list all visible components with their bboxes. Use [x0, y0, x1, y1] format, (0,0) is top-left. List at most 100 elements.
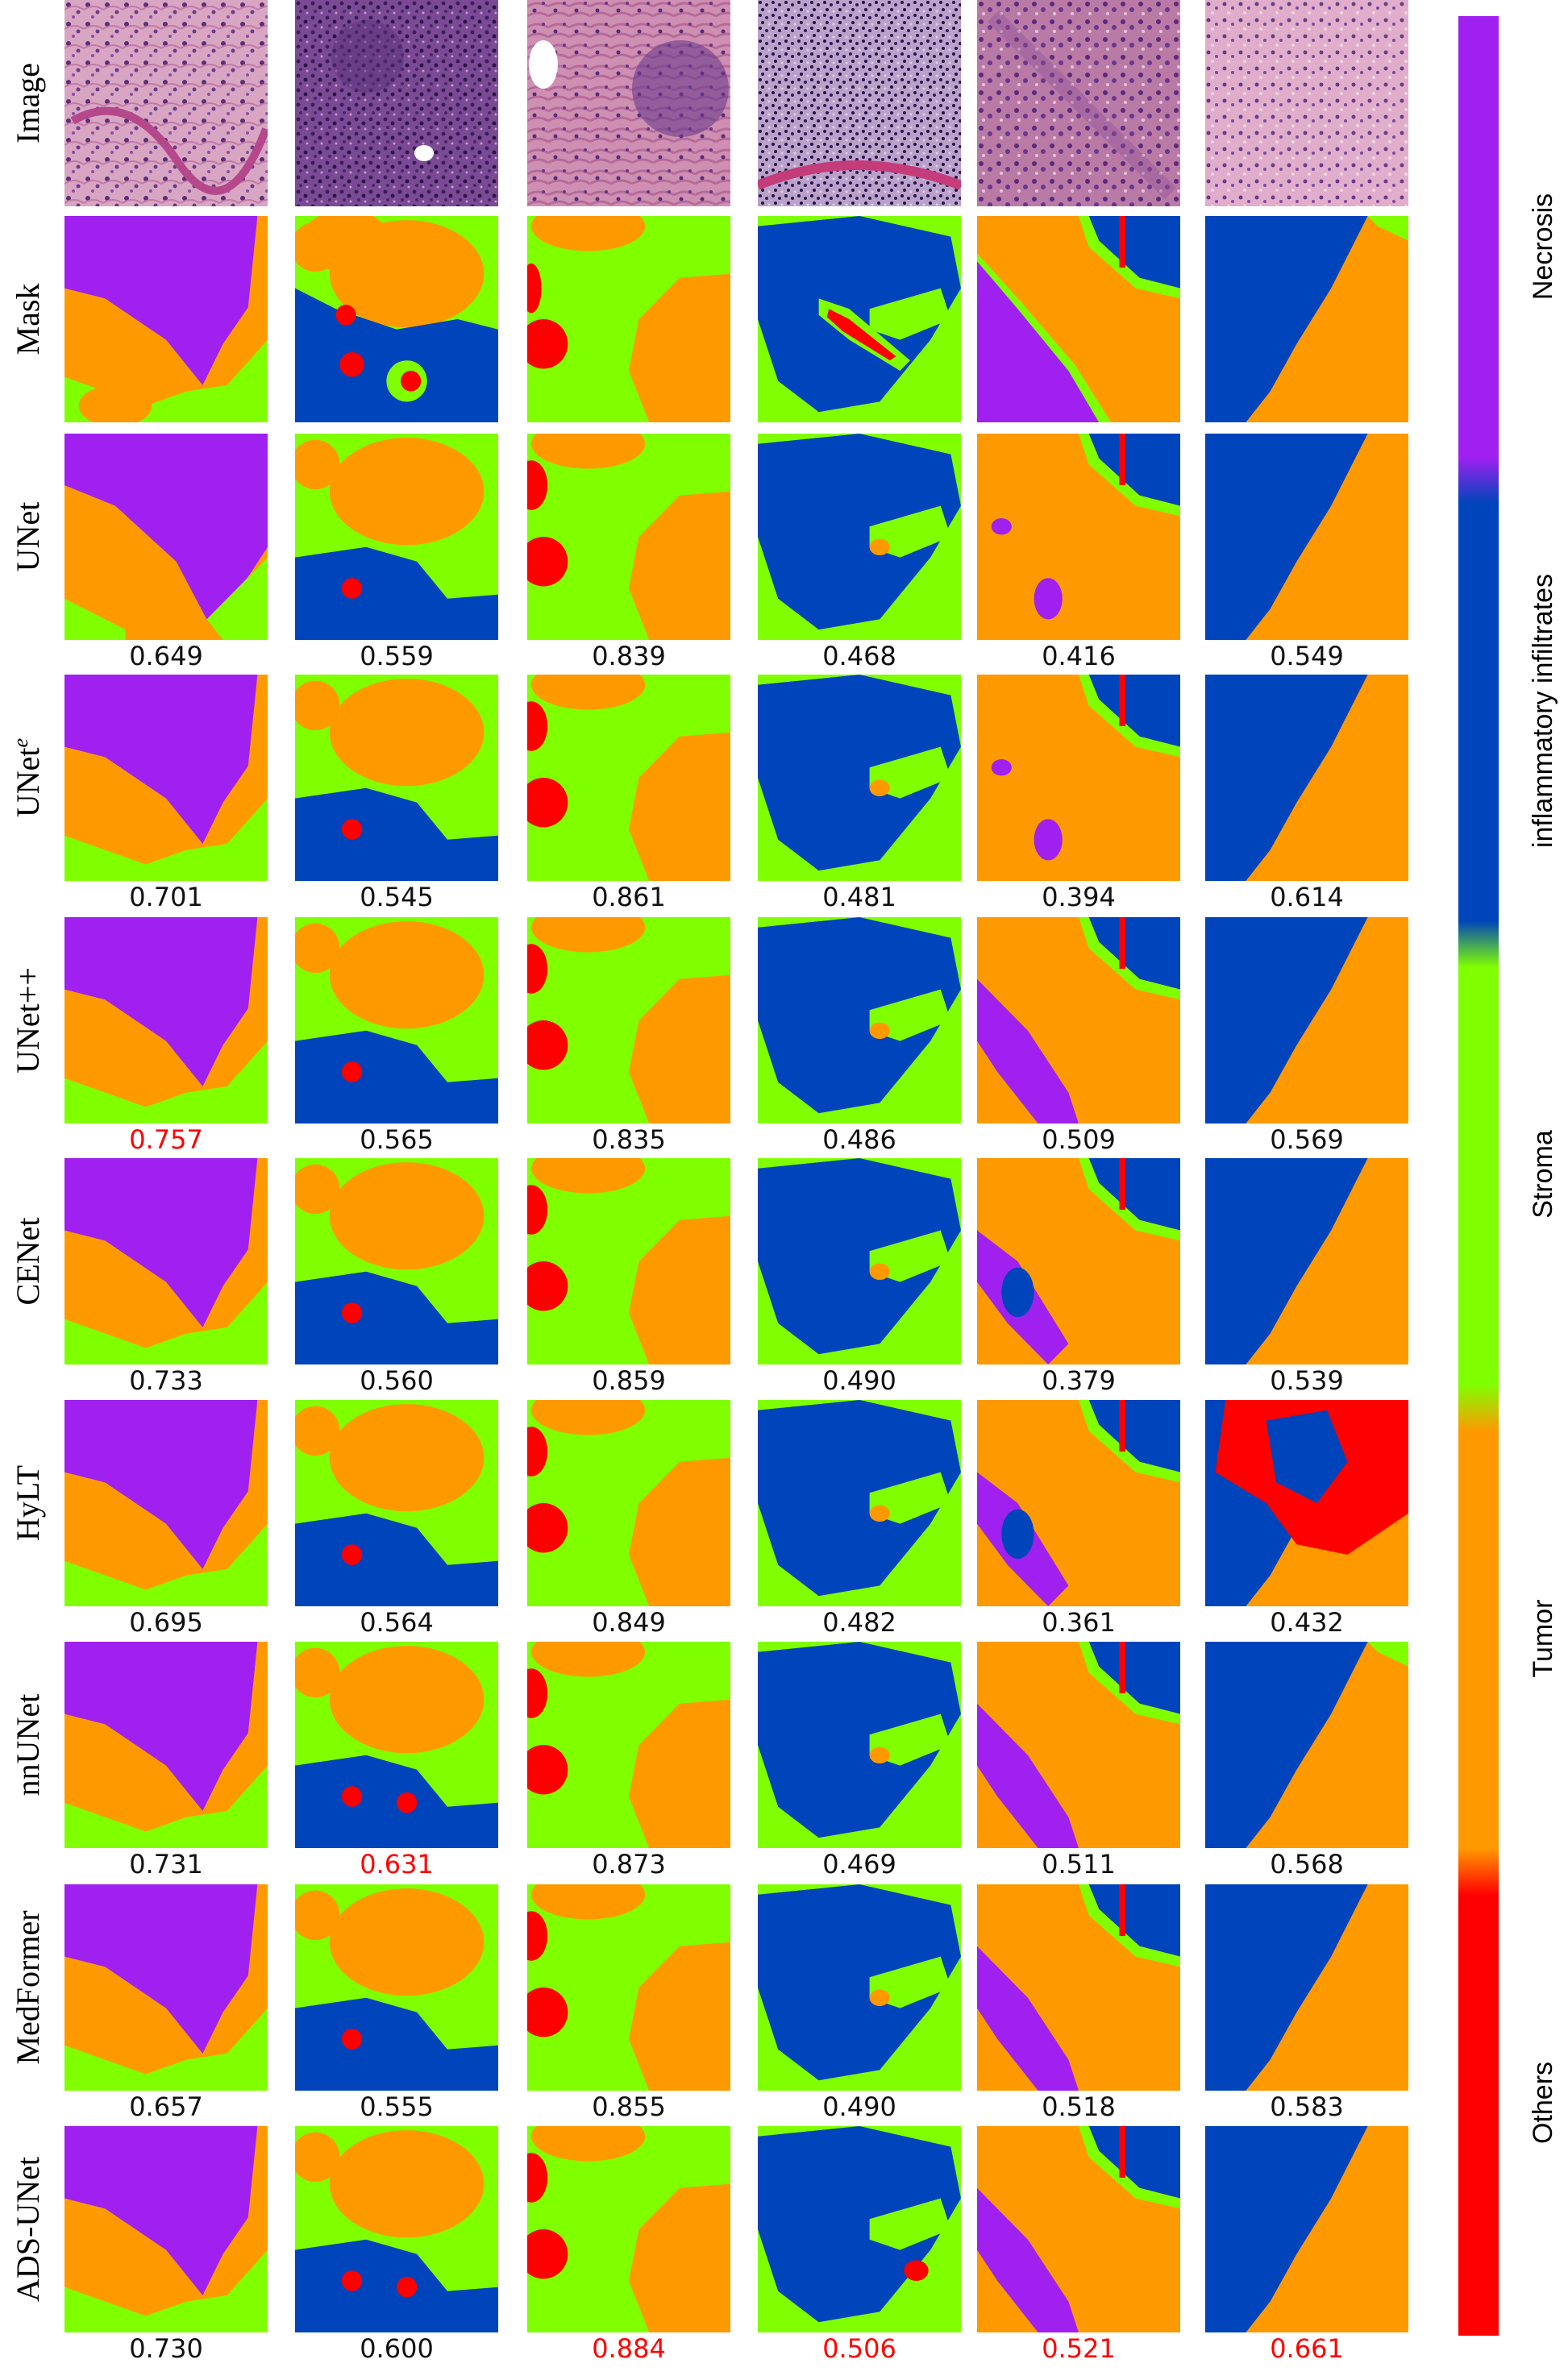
legend-label-others: Others	[1528, 2062, 1558, 2144]
row-label-text: HyLT	[10, 1465, 46, 1541]
prediction-panel	[64, 1400, 268, 1606]
row-label: CENet	[10, 1218, 46, 1306]
legend-label-stroma: Stroma	[1528, 1130, 1558, 1219]
prediction-panel	[64, 1642, 268, 1848]
prediction-panel	[1205, 1642, 1408, 1848]
row-label-text: Mask	[10, 284, 46, 355]
histology-image-panel	[64, 0, 268, 206]
row-9: ADS-UNet 0.730 0.600 0.884 0.506 0.521 0.661	[10, 2126, 1408, 2364]
legend-label-inflammatory: inflammatory infiltrates	[1528, 574, 1558, 848]
row-3: UNete 0.701 0.545 0.861 0.481 0.394 0.614	[9, 675, 1408, 912]
row-label-text: ADS-UNet	[10, 2157, 46, 2302]
row-2: UNet 0.649 0.559 0.839 0.468 0.416 0.549	[10, 434, 1408, 671]
dice-score: 0.873	[592, 1849, 666, 1879]
dice-score: 0.583	[1270, 2091, 1344, 2122]
legend: Necrosis inflammatory infiltrates Stroma…	[1458, 16, 1558, 2336]
row-4: UNet++ 0.757 0.565 0.835 0.486 0.509 0.569	[10, 917, 1408, 1155]
dice-score: 0.884	[592, 2333, 666, 2364]
legend-colorbar	[1458, 16, 1499, 2336]
dice-score: 0.835	[592, 1124, 666, 1155]
row-label-text: nnUNet	[10, 1694, 46, 1796]
prediction-panel	[977, 434, 1180, 640]
dice-score: 0.839	[592, 641, 666, 671]
dice-score: 0.481	[822, 882, 896, 912]
dice-score: 0.545	[360, 882, 434, 912]
prediction-panel	[977, 2126, 1180, 2332]
dice-score: 0.511	[1042, 1849, 1116, 1879]
dice-score: 0.416	[1042, 641, 1116, 671]
dice-score: 0.521	[1042, 2333, 1116, 2364]
dice-score: 0.861	[592, 882, 666, 912]
dice-score: 0.555	[360, 2091, 434, 2122]
row-8: MedFormer 0.657 0.555 0.855 0.490 0.518 0.583	[10, 1884, 1408, 2122]
dice-score: 0.486	[822, 1124, 896, 1155]
prediction-panel	[64, 2126, 268, 2332]
dice-score: 0.564	[360, 1607, 434, 1638]
dice-score: 0.730	[129, 2333, 203, 2364]
prediction-panel	[758, 434, 961, 640]
prediction-panel	[64, 675, 268, 881]
prediction-panel	[758, 1158, 961, 1364]
prediction-panel	[295, 1400, 498, 1606]
prediction-panel	[977, 917, 1180, 1124]
dice-score: 0.849	[592, 1607, 666, 1638]
row-6: HyLT 0.695 0.564 0.849 0.482 0.361 0.432	[10, 1400, 1408, 1638]
ground-truth-mask-panel	[758, 216, 961, 422]
row-label-text: Image	[10, 63, 46, 143]
prediction-panel	[64, 434, 268, 640]
prediction-panel	[527, 675, 730, 881]
row-label: nnUNet	[10, 1694, 46, 1796]
prediction-panel	[527, 917, 730, 1124]
prediction-panel	[295, 1158, 498, 1364]
row-label: Image	[10, 63, 46, 143]
prediction-panel	[758, 1400, 961, 1606]
prediction-panel	[1205, 434, 1408, 640]
prediction-panel	[295, 1884, 498, 2091]
prediction-panel	[1205, 1400, 1408, 1606]
dice-score: 0.559	[360, 641, 434, 671]
legend-label-tumor: Tumor	[1528, 1600, 1558, 1678]
dice-score: 0.701	[129, 882, 203, 912]
histology-image-panel	[758, 0, 961, 206]
dice-score: 0.568	[1270, 1849, 1344, 1879]
dice-score: 0.661	[1270, 2333, 1344, 2364]
dice-score: 0.733	[129, 1365, 203, 1396]
prediction-panel	[1205, 1158, 1408, 1364]
histology-image-panel	[1205, 0, 1408, 206]
row-7: nnUNet 0.731 0.631 0.873 0.469 0.511 0.568	[10, 1642, 1408, 1879]
ground-truth-mask-panel	[1205, 216, 1408, 422]
prediction-panel	[1205, 1884, 1408, 2091]
prediction-panel	[295, 675, 498, 881]
dice-score: 0.614	[1270, 882, 1344, 912]
prediction-panel	[295, 1642, 498, 1848]
prediction-panel	[527, 1400, 730, 1606]
prediction-panel	[64, 917, 268, 1124]
dice-score: 0.649	[129, 641, 203, 671]
dice-score: 0.757	[129, 1124, 203, 1155]
prediction-panel	[527, 434, 730, 640]
ground-truth-mask-panel	[527, 216, 730, 422]
dice-score: 0.695	[129, 1607, 203, 1638]
row-label: UNet	[10, 502, 46, 572]
dice-score: 0.657	[129, 2091, 203, 2122]
dice-score: 0.468	[822, 641, 896, 671]
dice-score: 0.469	[822, 1849, 896, 1879]
row-label-text: UNet	[10, 502, 46, 572]
prediction-panel	[1205, 675, 1408, 881]
dice-score: 0.539	[1270, 1365, 1344, 1396]
row-label-text: UNet++	[10, 967, 46, 1074]
prediction-panel	[527, 2126, 730, 2332]
prediction-panel	[758, 1884, 961, 2091]
prediction-panel	[295, 917, 498, 1124]
ground-truth-mask-panel	[977, 216, 1180, 422]
dice-score: 0.394	[1042, 882, 1116, 912]
prediction-panel	[527, 1158, 730, 1364]
dice-score: 0.549	[1270, 641, 1344, 671]
ground-truth-mask-panel	[64, 216, 268, 422]
prediction-panel	[758, 2126, 961, 2332]
histology-image-panel	[295, 0, 498, 206]
dice-score: 0.379	[1042, 1365, 1116, 1396]
row-label-text: MedFormer	[10, 1910, 46, 2064]
prediction-panel	[758, 675, 961, 881]
